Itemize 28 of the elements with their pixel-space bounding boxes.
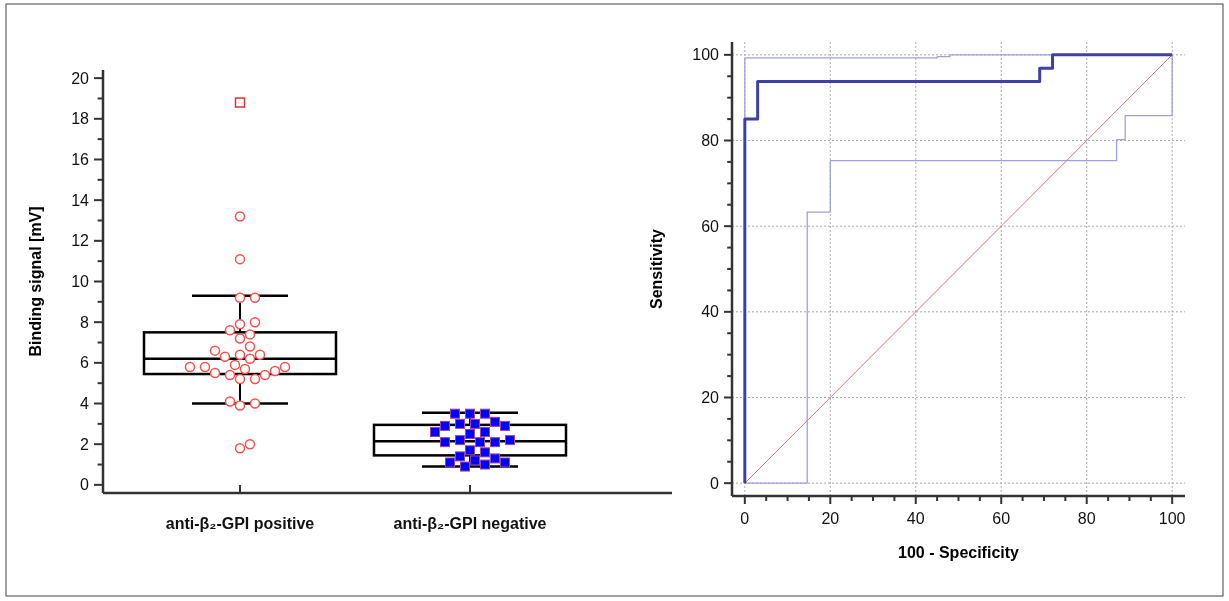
y-tick-label: 14 <box>71 191 90 209</box>
y-axis-title: Binding signal [mV] <box>27 206 44 357</box>
x-tick-label: anti-β₂-GPI negative <box>393 515 547 532</box>
y-tick-label: 2 <box>80 435 90 453</box>
x-tick-label: 0 <box>740 510 750 527</box>
x-tick-label: 60 <box>992 510 1011 527</box>
x-tick-label: 20 <box>821 510 840 527</box>
y-tick-label: 16 <box>71 151 90 169</box>
y-tick-label: 60 <box>701 217 720 235</box>
x-tick-label: 80 <box>1077 510 1096 527</box>
x-tick-label: 40 <box>906 510 925 527</box>
y-tick-label: 8 <box>80 313 90 331</box>
y-tick-label: 100 <box>692 46 720 64</box>
y-tick-label: 80 <box>701 132 720 150</box>
y-tick-label: 20 <box>71 69 90 87</box>
y-tick-label: 6 <box>80 354 90 372</box>
y-tick-label: 4 <box>80 395 90 413</box>
y-tick-label: 0 <box>710 474 720 492</box>
x-tick-label: anti-β₂-GPI positive <box>165 515 315 532</box>
y-axis-title: Sensitivity <box>648 228 665 310</box>
y-tick-label: 10 <box>71 273 90 291</box>
y-tick-label: 18 <box>71 110 90 128</box>
y-tick-label: 20 <box>701 389 720 407</box>
y-tick-label: 40 <box>701 303 720 321</box>
x-axis-title: 100 - Specificity <box>898 544 1020 561</box>
x-tick-label: 100 <box>1158 510 1186 527</box>
y-tick-label: 12 <box>71 232 90 250</box>
y-tick-label: 0 <box>80 476 90 494</box>
